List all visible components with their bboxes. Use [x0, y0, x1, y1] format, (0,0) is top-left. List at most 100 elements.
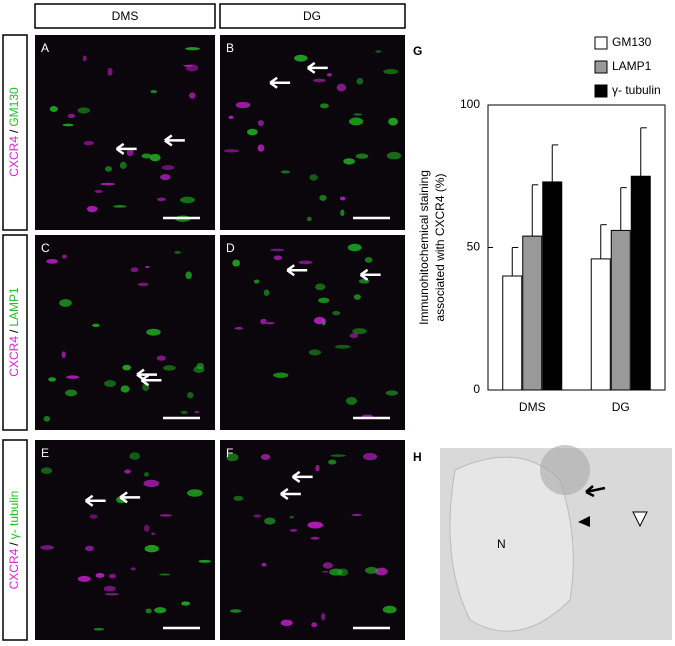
green-signal — [149, 153, 161, 162]
magenta-signal — [189, 92, 196, 99]
magenta-signal — [103, 585, 116, 592]
green-signal — [364, 257, 373, 263]
row-label: CXCR4 / GM130 — [7, 87, 21, 177]
green-signal — [264, 517, 276, 525]
magenta-signal — [159, 514, 172, 517]
green-signal — [43, 415, 51, 422]
magenta-signal — [137, 282, 149, 287]
green-signal — [319, 103, 329, 109]
green-signal — [159, 573, 171, 576]
green-signal — [319, 194, 327, 201]
green-signal — [328, 459, 337, 465]
magenta-signal — [156, 355, 166, 361]
row-label-box — [2, 234, 28, 431]
arrow — [84, 494, 106, 507]
column-header-box — [219, 3, 406, 29]
column-header: DG — [303, 9, 321, 23]
green-signal — [65, 389, 78, 397]
green-signal — [385, 390, 398, 396]
arrow — [291, 470, 313, 483]
magenta-signal — [311, 622, 318, 628]
green-signal — [162, 365, 176, 371]
green-signal — [273, 372, 289, 378]
green-signal — [104, 166, 112, 172]
magenta-signal — [185, 64, 199, 72]
magenta-signal — [151, 532, 156, 536]
magenta-signal — [228, 115, 234, 120]
green-signal — [356, 77, 364, 85]
green-signal — [314, 283, 326, 291]
em-panel: N — [440, 445, 672, 640]
magenta-signal — [375, 567, 388, 576]
em-granules — [540, 445, 590, 495]
magenta-signal — [265, 322, 275, 325]
row-label: CXCR4 / γ- tubulin — [7, 491, 21, 590]
magenta-signal — [234, 327, 244, 330]
magenta-signal — [194, 410, 200, 414]
magenta-signal — [86, 205, 98, 213]
bar — [542, 181, 563, 391]
y-axis-label: Immunohitochemical staining — [417, 170, 431, 325]
panel-label: F — [226, 446, 233, 460]
magenta-signal — [62, 254, 67, 259]
row-label-marker: CXCR4 — [7, 336, 21, 377]
row-label-stain: LAMP1 — [7, 287, 21, 327]
green-signal — [48, 377, 57, 382]
legend-label: LAMP1 — [612, 59, 652, 73]
magenta-signal — [257, 120, 264, 127]
y-tick-label: 100 — [460, 97, 480, 111]
magenta-signal — [104, 593, 119, 596]
row-label-box — [2, 439, 28, 641]
magenta-signal — [82, 55, 87, 62]
green-signal — [318, 297, 330, 304]
magenta-signal — [260, 454, 271, 461]
panel-label: A — [41, 41, 49, 55]
magenta-signal — [322, 562, 333, 569]
arrow — [269, 76, 291, 89]
legend-swatch — [594, 36, 608, 50]
panel-label: H — [413, 450, 422, 464]
row-label-stain: GM130 — [7, 87, 21, 127]
row-label-box — [2, 34, 28, 231]
row-label-marker: CXCR4 — [7, 136, 21, 177]
row-label-sep: / — [7, 542, 21, 546]
green-signal — [375, 50, 382, 53]
row-label: CXCR4 / LAMP1 — [7, 287, 21, 377]
micrograph — [35, 440, 215, 640]
x-tick-label: DMS — [519, 400, 546, 414]
green-signal — [93, 627, 105, 631]
em-arrow — [585, 485, 606, 498]
magenta-signal — [313, 316, 326, 325]
panel-label: C — [41, 241, 50, 255]
magenta-signal — [77, 575, 91, 582]
column-header-box — [34, 3, 216, 29]
micrographs: A B C D E F — [35, 35, 405, 640]
column-header: DMS — [112, 9, 139, 23]
magenta-signal — [145, 265, 150, 268]
green-signal — [280, 170, 290, 174]
green-signal — [122, 364, 132, 371]
magenta-signal — [363, 453, 378, 461]
y-axis-label: associated with CXCR4 (%) — [433, 173, 447, 321]
green-signal — [386, 151, 402, 160]
panel-label: G — [413, 44, 422, 58]
green-signal — [353, 294, 361, 300]
green-signal — [294, 54, 308, 62]
green-signal — [226, 453, 239, 462]
green-signal — [348, 117, 364, 126]
green-signal — [92, 323, 100, 328]
arrow — [280, 487, 301, 501]
arrow — [307, 61, 328, 74]
green-signal — [343, 158, 355, 165]
bar — [522, 235, 543, 391]
magenta-signal — [67, 113, 76, 119]
y-tick-label: 50 — [467, 240, 481, 254]
green-signal — [174, 250, 182, 255]
magenta-signal — [130, 567, 136, 571]
magenta-signal — [270, 248, 285, 252]
green-signal — [309, 174, 318, 181]
green-signal — [146, 328, 161, 336]
magenta-signal — [273, 255, 283, 261]
green-signal — [59, 299, 72, 307]
green-signal — [383, 69, 399, 75]
